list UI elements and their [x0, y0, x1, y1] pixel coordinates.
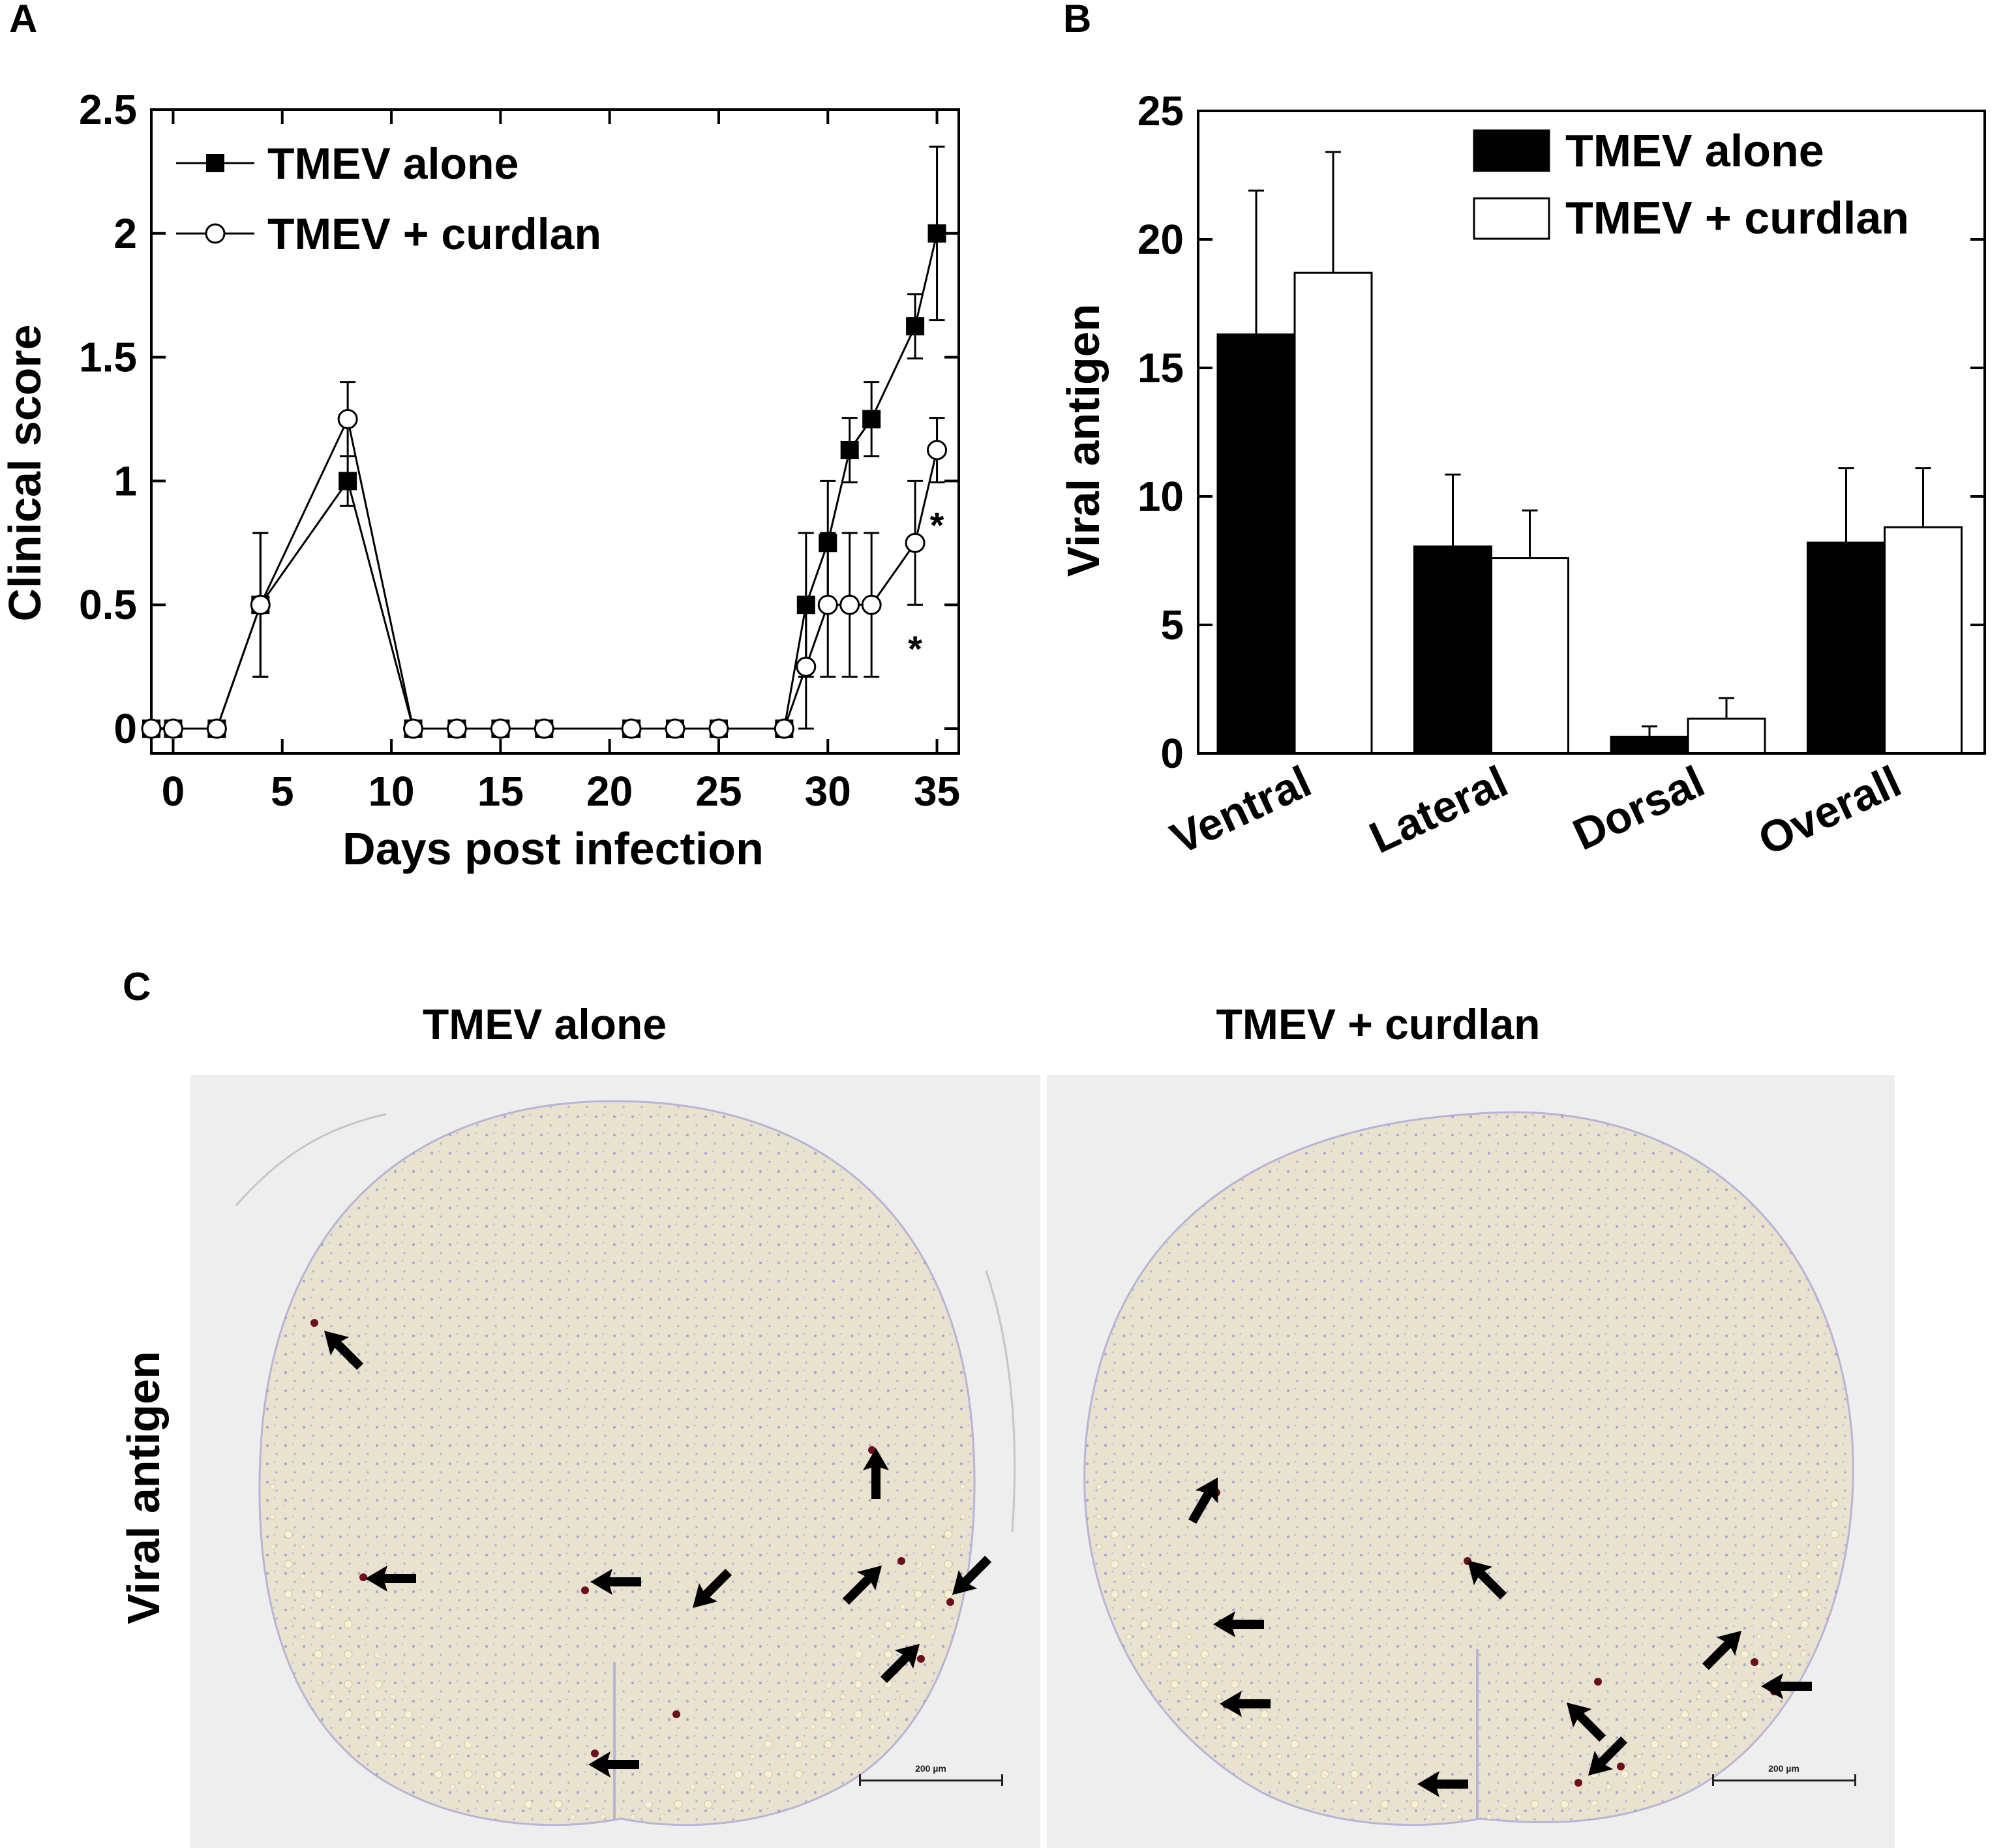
bar: [1413, 545, 1492, 755]
x-tick-label: 0: [162, 768, 185, 815]
data-point: [905, 532, 926, 553]
data-point: [162, 718, 183, 739]
micrograph-title-right: TMEV + curdlan: [1216, 1000, 1541, 1048]
bar: [1293, 271, 1373, 755]
x-tick-label: 25: [695, 768, 742, 815]
bar: [1687, 718, 1766, 755]
x-tick-label: 10: [368, 768, 414, 815]
data-point: [906, 317, 925, 336]
y-tick-label: 20: [1137, 216, 1184, 263]
y-tick-label: 1.5: [79, 334, 137, 381]
legend-label: TMEV alone: [1565, 125, 1824, 176]
x-tick-label: 15: [477, 768, 524, 815]
data-point: [927, 224, 946, 243]
legend-label: TMEV alone: [267, 139, 519, 189]
data-point: [708, 718, 729, 739]
micrograph-tmev-curdlan: 200 µm: [1047, 1075, 1895, 1848]
data-point: [927, 440, 948, 461]
category-label: Ventral: [1164, 757, 1319, 864]
x-tick-label: 35: [914, 768, 960, 815]
category-label: Dorsal: [1565, 757, 1711, 860]
data-point: [839, 594, 860, 615]
y-tick-label: 2: [113, 210, 137, 257]
legend-label: TMEV + curdlan: [1565, 192, 1909, 243]
y-tick-label: 2.5: [79, 86, 137, 133]
row-label: Viral antigen: [118, 1351, 169, 1624]
x-tick-label: 30: [805, 768, 851, 815]
plot-frame: [1197, 110, 1986, 755]
y-tick-label: 5: [1160, 601, 1184, 648]
legend-marker-circle: [205, 223, 226, 244]
scale-bar-label: 200 µm: [1768, 1763, 1800, 1774]
legend-label: TMEV + curdlan: [267, 209, 601, 259]
bar: [1216, 333, 1296, 755]
data-point: [862, 410, 881, 429]
data-point: [796, 596, 815, 614]
legend-swatch: [1473, 197, 1550, 240]
panel-label-c: C: [123, 965, 151, 1008]
scale-bar-label: 200 µm: [915, 1763, 946, 1774]
significance-marker: *: [908, 628, 922, 669]
y-axis-label: Clinical score: [0, 324, 50, 621]
data-point: [446, 718, 467, 739]
y-tick-label: 0: [1160, 730, 1184, 777]
data-point: [840, 440, 859, 459]
data-point: [206, 718, 227, 739]
data-point: [534, 718, 554, 739]
data-point: [403, 718, 424, 739]
panel-label-a: A: [9, 0, 38, 40]
category-label: Overall: [1751, 757, 1908, 865]
bar: [1807, 541, 1886, 755]
micrograph-title-left: TMEV alone: [422, 1000, 667, 1048]
viral-antigen-bar-chart: Viral antigen 0 5 10 15 20 25 Ventral Lateral Do…: [1058, 87, 1986, 865]
data-point: [339, 472, 357, 491]
y-tick-label: 0.5: [79, 581, 137, 628]
legend-swatch: [1473, 129, 1550, 172]
micrograph-tmev-alone: 200 µm: [190, 1075, 1040, 1848]
data-point: [250, 594, 271, 615]
data-point: [665, 718, 685, 739]
data-point: [796, 656, 817, 677]
significance-marker: *: [930, 504, 944, 545]
series-line: [151, 233, 939, 730]
y-tick-label: 15: [1137, 344, 1184, 391]
data-point: [490, 718, 511, 739]
bar: [1490, 557, 1569, 755]
y-tick-label: 1: [113, 457, 137, 504]
clinical-score-chart: Clinical score Days post infection 0 5 10 1…: [0, 86, 960, 874]
data-point: [774, 718, 794, 739]
bar: [1610, 735, 1689, 755]
y-tick-label: 0: [113, 705, 137, 752]
y-tick-label: 25: [1137, 87, 1184, 134]
plot-frame: [150, 108, 960, 755]
y-axis-label: Viral antigen: [1058, 304, 1109, 577]
data-point: [141, 718, 162, 739]
data-point: [337, 409, 358, 430]
x-axis-label: Days post infection: [342, 823, 764, 874]
data-point: [819, 534, 837, 553]
bar: [1884, 526, 1963, 755]
series-line: [151, 416, 939, 730]
y-tick-label: 10: [1137, 473, 1184, 520]
x-tick-label: 5: [271, 768, 294, 815]
category-label: Lateral: [1363, 757, 1515, 863]
panel-label-b: B: [1063, 0, 1092, 40]
data-point: [621, 718, 642, 739]
x-tick-label: 20: [586, 768, 633, 815]
data-point: [861, 594, 882, 615]
data-point: [817, 594, 838, 615]
legend-marker-square: [206, 154, 224, 172]
